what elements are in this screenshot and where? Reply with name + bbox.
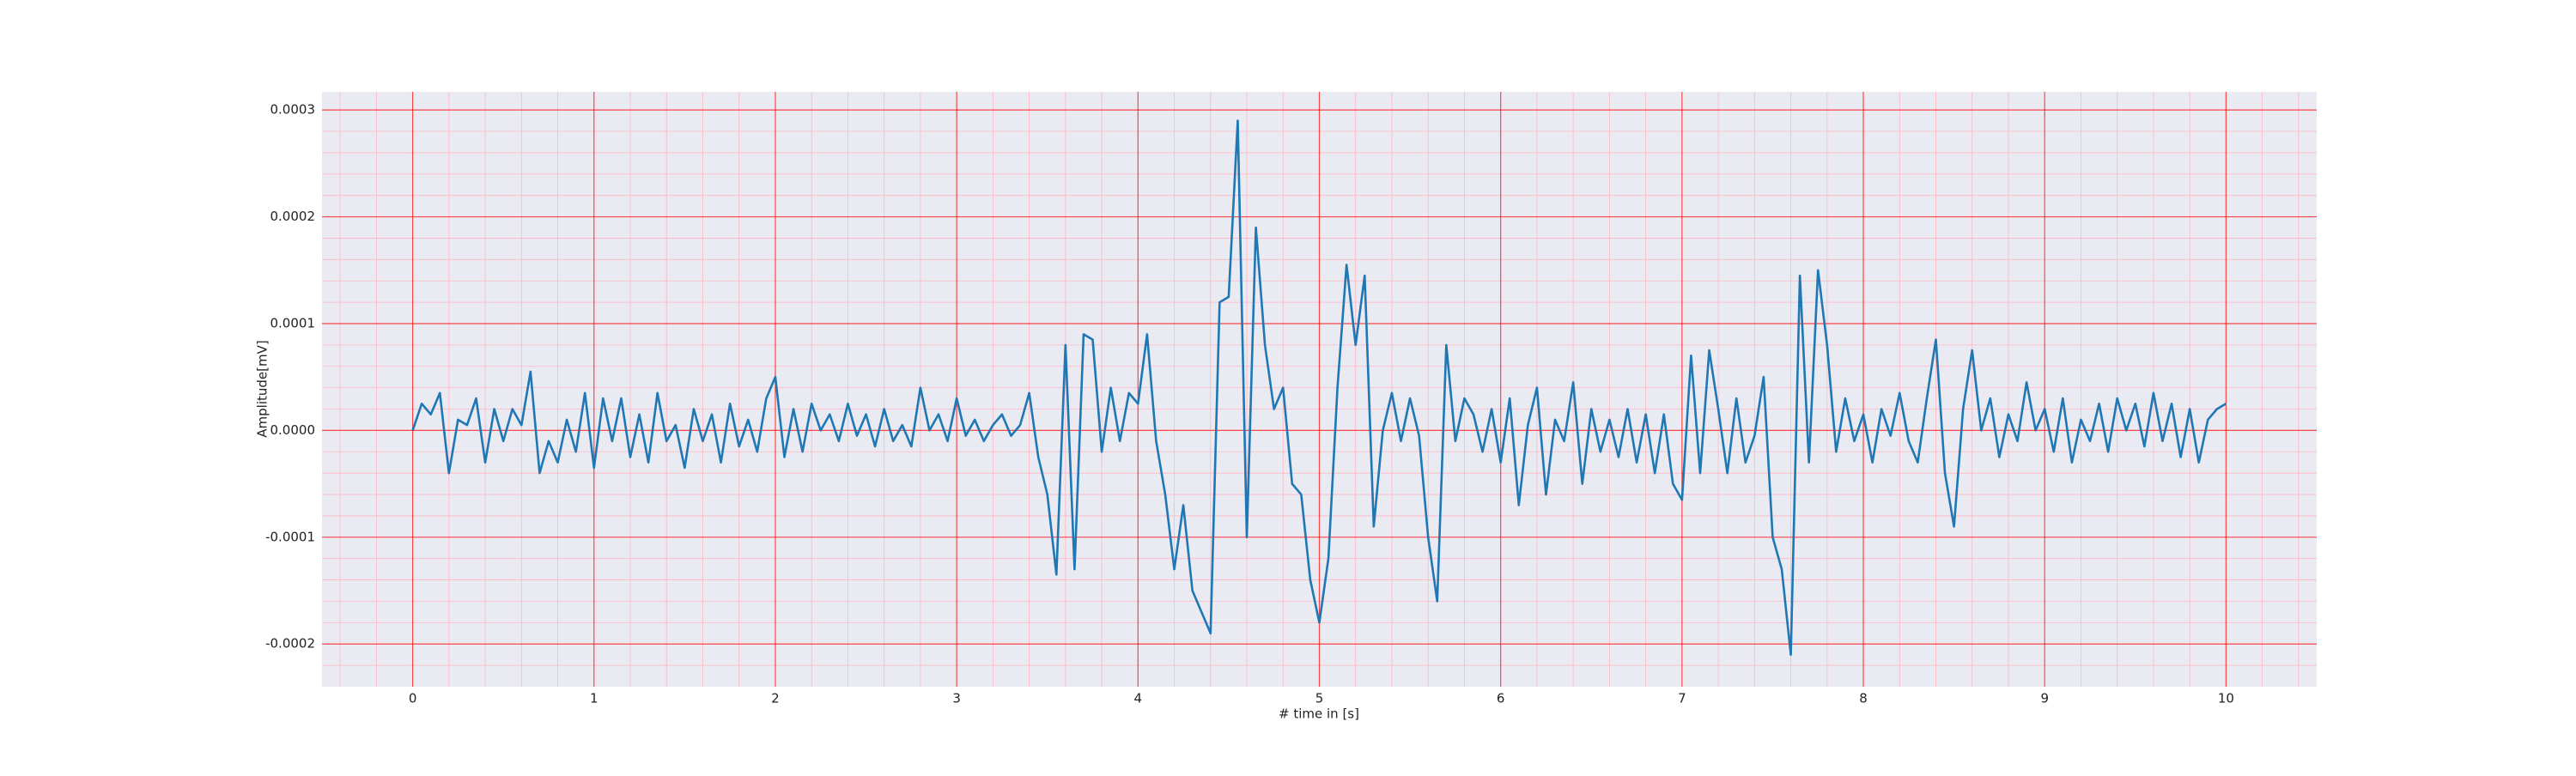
signal-line: [411, 119, 2227, 656]
x-tick-label: 5: [1315, 691, 1324, 706]
x-tick-label: 4: [1134, 691, 1143, 706]
x-tick-label: 3: [952, 691, 961, 706]
x-tick-label: 7: [1678, 691, 1686, 706]
y-tick-label: 0.0002: [270, 209, 316, 224]
x-tick-label: 1: [590, 691, 598, 706]
y-tick-label: 0.0001: [270, 315, 316, 330]
y-tick-label: -0.0002: [265, 636, 315, 652]
x-tick-label: 8: [1859, 691, 1868, 706]
x-tick-label: 0: [409, 691, 417, 706]
x-tick-label: 2: [771, 691, 780, 706]
y-tick-label: -0.0001: [265, 529, 315, 544]
y-tick-label: 0.0000: [270, 422, 316, 438]
x-tick-label: 10: [2218, 691, 2234, 706]
x-tick-label: 6: [1497, 691, 1505, 706]
y-tick-label: 0.0003: [270, 102, 316, 118]
x-axis-label: # time in [s]: [1279, 706, 1359, 722]
x-tick-label: 9: [2040, 691, 2049, 706]
y-axis-label: Amplitude[mV]: [255, 340, 270, 437]
